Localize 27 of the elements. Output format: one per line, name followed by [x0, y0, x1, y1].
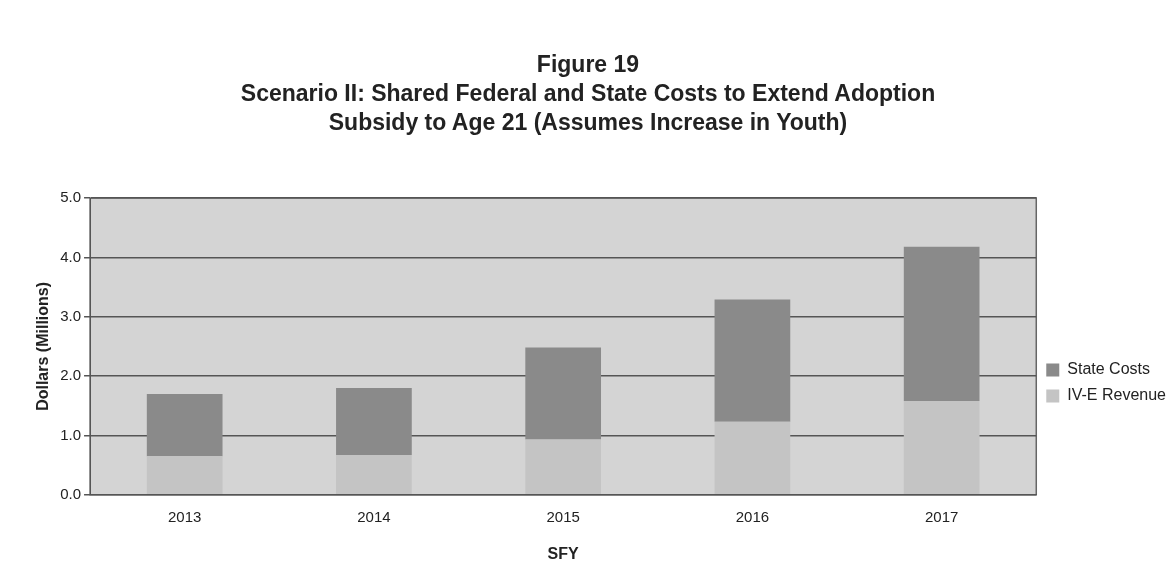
y-tick-label: 5.0	[60, 188, 82, 206]
x-axis-title: SFY	[547, 544, 580, 562]
y-tick-label: 1.0	[60, 425, 82, 443]
bar	[525, 347, 602, 440]
bar	[903, 401, 980, 495]
chart-subtitle: Scenario II: Shared Federal and State Costs to Extend Adoption Subsidy to Age 21 (Assumes Increase in Youth)	[239, 79, 937, 137]
bar	[336, 455, 412, 495]
bar	[525, 439, 602, 495]
bar	[903, 246, 980, 402]
bar	[714, 299, 791, 422]
bar	[146, 456, 223, 495]
bar	[146, 393, 223, 457]
y-tick-label: 4.0	[60, 247, 82, 265]
legend-label: IV-E Revenue	[1067, 386, 1167, 404]
x-tick-label: 2014	[357, 507, 391, 525]
y-tick-label: 3.0	[60, 306, 82, 324]
bar	[714, 421, 791, 495]
chart-title: Figure 19	[535, 50, 641, 79]
y-tick-label: 0.0	[60, 484, 82, 502]
x-tick-label: 2017	[924, 507, 959, 525]
x-tick-label: 2016	[735, 507, 770, 525]
y-axis-title: Dollars (Millions)	[34, 281, 52, 411]
bar	[336, 387, 412, 456]
x-tick-label: 2015	[546, 507, 580, 525]
x-tick-label: 2013	[167, 507, 202, 525]
legend-label: State Costs	[1067, 360, 1150, 378]
y-tick-label: 2.0	[60, 366, 82, 384]
